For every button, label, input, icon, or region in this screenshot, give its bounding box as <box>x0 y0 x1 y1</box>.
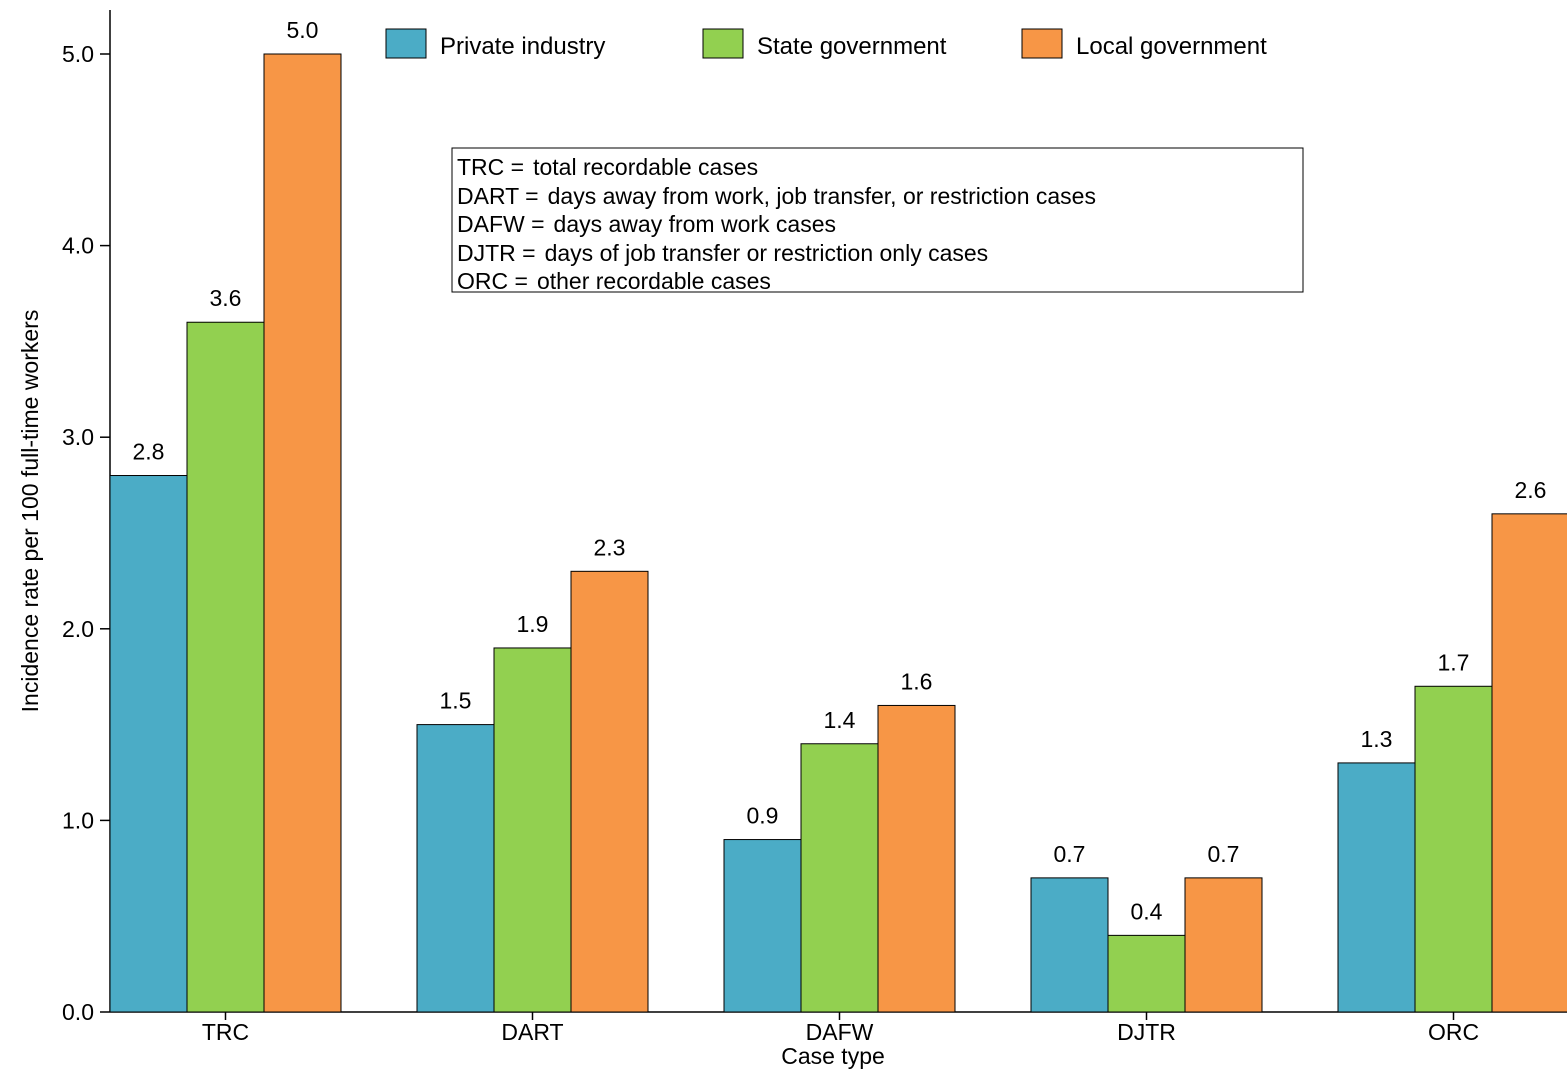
legend-label: Private industry <box>440 33 605 60</box>
category-label-djtr: DJTR <box>1117 1019 1176 1045</box>
bar-trc-0 <box>109 475 188 1013</box>
bar-dafw-2 <box>877 704 956 1013</box>
bar-value-label: 1.6 <box>901 668 933 694</box>
note-term: DJTR = <box>457 240 536 266</box>
bar-dart-1 <box>493 647 572 1013</box>
bar-value-label: 0.4 <box>1131 898 1163 924</box>
y-tick-label: 2.0 <box>62 616 94 642</box>
note-definition: other recordable cases <box>537 268 771 294</box>
y-tick-label: 5.0 <box>62 41 94 67</box>
note-definition: days away from work, job transfer, or re… <box>548 183 1096 209</box>
category-label-dafw: DAFW <box>806 1019 874 1045</box>
note-term: DAFW = <box>457 211 545 237</box>
bar-value-label: 1.4 <box>824 707 856 733</box>
bar-djtr-0 <box>1030 877 1109 1013</box>
bar-value-label: 2.8 <box>133 439 165 465</box>
bar-dafw-0 <box>723 839 802 1013</box>
bar-value-label: 2.3 <box>594 534 626 560</box>
y-tick-label: 3.0 <box>62 424 94 450</box>
bar-dart-2 <box>570 570 649 1013</box>
bar-trc-2 <box>263 53 342 1013</box>
bar-orc-1 <box>1414 685 1493 1013</box>
bars: 2.8 3.6 5.0 1.5 1.9 2.3 0.9 1.4 1.6 0.7 0.4 0.7 1.3 1… <box>109 17 1567 1013</box>
axes: Incidence rate per 100 full-time workers… <box>17 10 1567 1069</box>
legend-label: State government <box>757 33 947 60</box>
bar-orc-2 <box>1491 513 1567 1013</box>
y-ticks: 0.0 1.0 2.0 3.0 4.0 5.0 <box>62 41 110 1025</box>
bar-value-label: 3.6 <box>210 285 242 311</box>
bar-value-label: 1.5 <box>440 688 472 714</box>
note-box <box>451 147 1304 293</box>
category-label-orc: ORC <box>1428 1019 1479 1045</box>
bar-value-label: 0.7 <box>1208 841 1240 867</box>
bar-dafw-1 <box>800 743 879 1013</box>
note-definition: total recordable cases <box>533 154 758 180</box>
bar-trc-1 <box>186 321 265 1013</box>
note-term: DART = <box>457 183 539 209</box>
bar-value-label: 2.6 <box>1515 477 1547 503</box>
bar-djtr-1 <box>1107 934 1186 1013</box>
legend-swatch <box>1021 28 1063 59</box>
category-labels: TRC DART DAFW DJTR ORC <box>202 1012 1479 1045</box>
y-tick-label: 4.0 <box>62 233 94 259</box>
category-label-trc: TRC <box>202 1019 249 1045</box>
note-term: TRC = <box>457 154 524 180</box>
note-definition: days away from work cases <box>554 211 836 237</box>
y-axis-title: Incidence rate per 100 full-time workers <box>17 310 43 713</box>
bar-value-label: 1.3 <box>1361 726 1393 752</box>
y-tick-label: 0.0 <box>62 999 94 1025</box>
legend: Private industry State government Local go… <box>385 28 1267 60</box>
bar-value-label: 0.7 <box>1054 841 1086 867</box>
legend-swatch <box>385 28 427 59</box>
bar-value-label: 1.9 <box>517 611 549 637</box>
bar-value-label: 0.9 <box>747 803 779 829</box>
bar-dart-0 <box>416 724 495 1013</box>
bar-djtr-2 <box>1184 877 1263 1013</box>
note-definition: days of job transfer or restriction only… <box>545 240 989 266</box>
note-term: ORC = <box>457 268 528 294</box>
bar-value-label: 5.0 <box>287 17 319 43</box>
abbreviation-note: TRC = total recordable cases DART = days aw… <box>451 147 1304 294</box>
legend-swatch <box>702 28 744 59</box>
bar-orc-0 <box>1337 762 1416 1013</box>
category-label-dart: DART <box>501 1019 563 1045</box>
y-tick-label: 1.0 <box>62 807 94 833</box>
legend-label: Local government <box>1076 33 1267 60</box>
bar-value-label: 1.7 <box>1438 649 1470 675</box>
x-axis-title: Case type <box>781 1043 885 1069</box>
